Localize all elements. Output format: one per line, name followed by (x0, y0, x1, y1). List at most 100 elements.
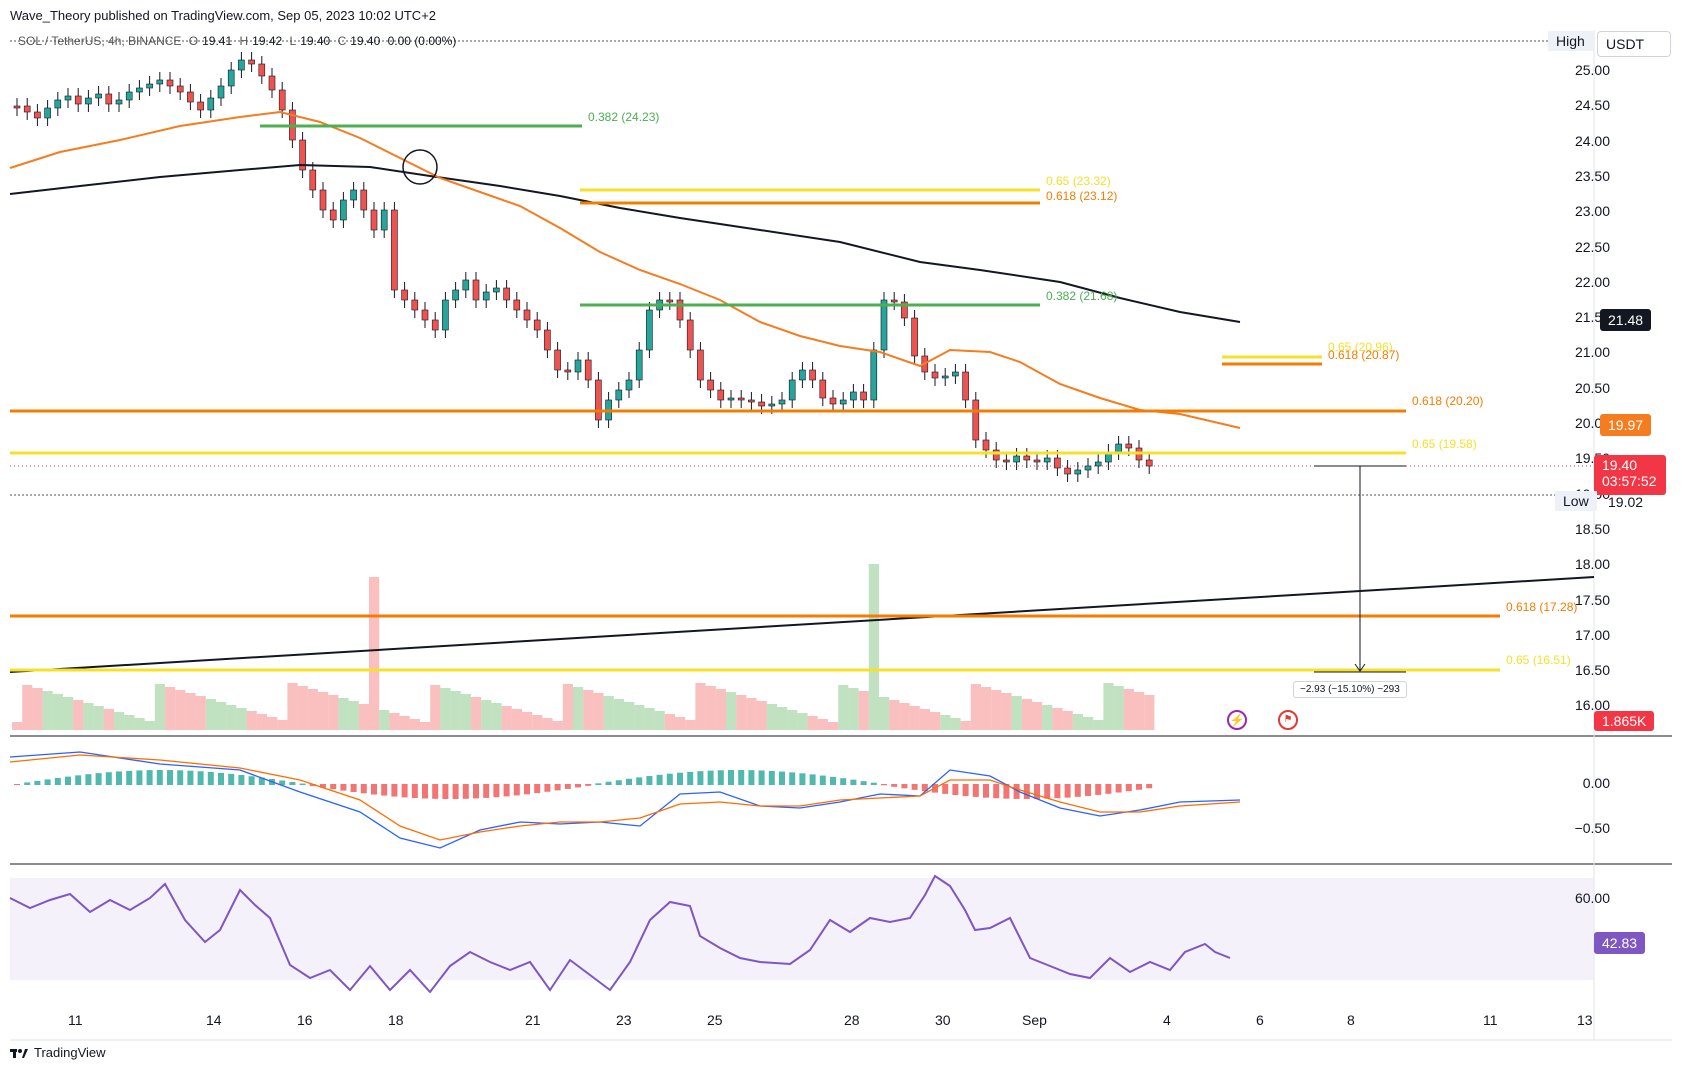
volume-bar (399, 716, 410, 730)
candle-body (686, 319, 694, 351)
candle-body (197, 101, 204, 111)
publish-header: Wave_Theory published on TradingView.com… (10, 8, 437, 23)
volume-bar (175, 690, 186, 730)
fib-label-7: 0.65 (19.58) (1412, 437, 1477, 451)
candle-body (258, 63, 266, 77)
candle-body (125, 91, 133, 101)
macd-line (9, 751, 1241, 849)
macd-histogram-bar (850, 779, 857, 785)
macd-histogram-bar (248, 776, 255, 785)
high-marker-label: High (1548, 31, 1593, 51)
macd-histogram-bar (218, 772, 224, 785)
volume-bar (52, 694, 63, 730)
candle-body (1074, 469, 1082, 475)
fib-label-9: 0.65 (16.51) (1506, 653, 1571, 667)
trend-line (9, 576, 1595, 673)
volume-bar (389, 713, 400, 730)
volume-bar (1032, 702, 1043, 730)
volume-bar (756, 701, 767, 730)
volume-bar (185, 693, 196, 730)
low-marker-label: Low (1555, 491, 1597, 511)
macd-histogram-bar (1125, 784, 1132, 792)
candle-body (1064, 467, 1071, 475)
candle-body (1043, 457, 1051, 463)
volume-bar (42, 691, 53, 730)
candle-body (901, 301, 908, 319)
macd-histogram-bar (891, 784, 898, 787)
macd-histogram-bar (524, 784, 530, 795)
volume-bar (226, 705, 237, 730)
currency-selector[interactable]: USDT (1597, 31, 1671, 57)
candle-body (340, 199, 347, 221)
fib-label-6: 0.618 (20.20) (1412, 394, 1484, 408)
candle-body (187, 91, 194, 103)
candle-body (1013, 455, 1020, 463)
candle-body (625, 379, 633, 391)
price-tick-5: 22.50 (1574, 238, 1610, 255)
dividends-lightning-icon[interactable]: ⚡ (1227, 710, 1247, 730)
candle-body (166, 79, 174, 87)
macd-histogram-bar (258, 777, 265, 785)
volume-bar (705, 686, 716, 730)
volume-bar (318, 692, 329, 730)
macd-histogram-bar (411, 784, 418, 799)
macd-histogram-bar (809, 774, 816, 785)
volume-tag: 1.865K (1594, 711, 1655, 731)
macd-histogram-bar (626, 778, 632, 785)
volume-bar (960, 721, 971, 730)
macd-histogram-bar (320, 784, 326, 788)
macd-histogram-bar (656, 774, 663, 785)
measure-tooltip: −2.93 (−15.10%) −293 (1293, 681, 1407, 698)
candle-body (227, 69, 235, 87)
candle-body (768, 403, 776, 407)
volume-bar (440, 688, 451, 730)
volume-bar (93, 706, 104, 730)
ohlc-legend: SOL / TetherUS, 4h, BINANCE O 19.41 H 19.4… (18, 34, 460, 48)
volume-bar (522, 712, 533, 730)
volume-bar (134, 718, 145, 730)
macd-histogram-bar (167, 770, 173, 785)
macd-histogram-bar (207, 771, 214, 785)
candle-body (1033, 459, 1041, 463)
volume-bar (287, 683, 298, 730)
candle-body (931, 371, 939, 379)
macd-histogram-bar (85, 774, 92, 785)
candle-body (44, 107, 51, 119)
candle-body (462, 279, 470, 291)
macd-histogram-bar (289, 782, 296, 785)
macd-histogram-bar (401, 784, 408, 798)
macd-histogram-bar (707, 770, 714, 785)
time-label-8: 30 (935, 1012, 951, 1028)
candle-body (23, 105, 31, 113)
macd-histogram-bar (1105, 784, 1112, 794)
rsi-line (9, 874, 1231, 994)
fib-label-3: 0.382 (21.68) (1046, 289, 1118, 303)
volume-bar (103, 709, 114, 730)
volume-bar (715, 689, 726, 730)
macd-histogram-bar (360, 784, 367, 794)
candle-body (972, 399, 980, 441)
volume-bar (430, 685, 441, 730)
macd-histogram-bar (177, 770, 184, 785)
macd-histogram-bar (1085, 784, 1091, 796)
candle-body (1003, 459, 1010, 463)
candle-body (217, 85, 225, 99)
open-value: 19.41 (202, 34, 233, 48)
time-label-13: 11 (1483, 1012, 1498, 1028)
macd-histogram-bar (228, 773, 235, 785)
economic-event-flag-icon[interactable]: ⚑ (1278, 710, 1298, 730)
symbol-label[interactable]: SOL / TetherUS, 4h, BINANCE (18, 34, 182, 48)
candle-body (523, 309, 531, 321)
macd-histogram-bar (585, 784, 592, 786)
macd-histogram-bar (983, 784, 989, 798)
candle-body (890, 299, 898, 303)
bar-countdown: 03:57:52 (1602, 473, 1657, 489)
macd-histogram-bar (677, 772, 683, 785)
volume-bar (328, 695, 339, 730)
volume-bar (634, 705, 645, 730)
candle-body (941, 375, 949, 379)
candle-body (697, 349, 704, 381)
candle-body (493, 287, 500, 293)
tradingview-mark-icon (10, 1048, 28, 1058)
